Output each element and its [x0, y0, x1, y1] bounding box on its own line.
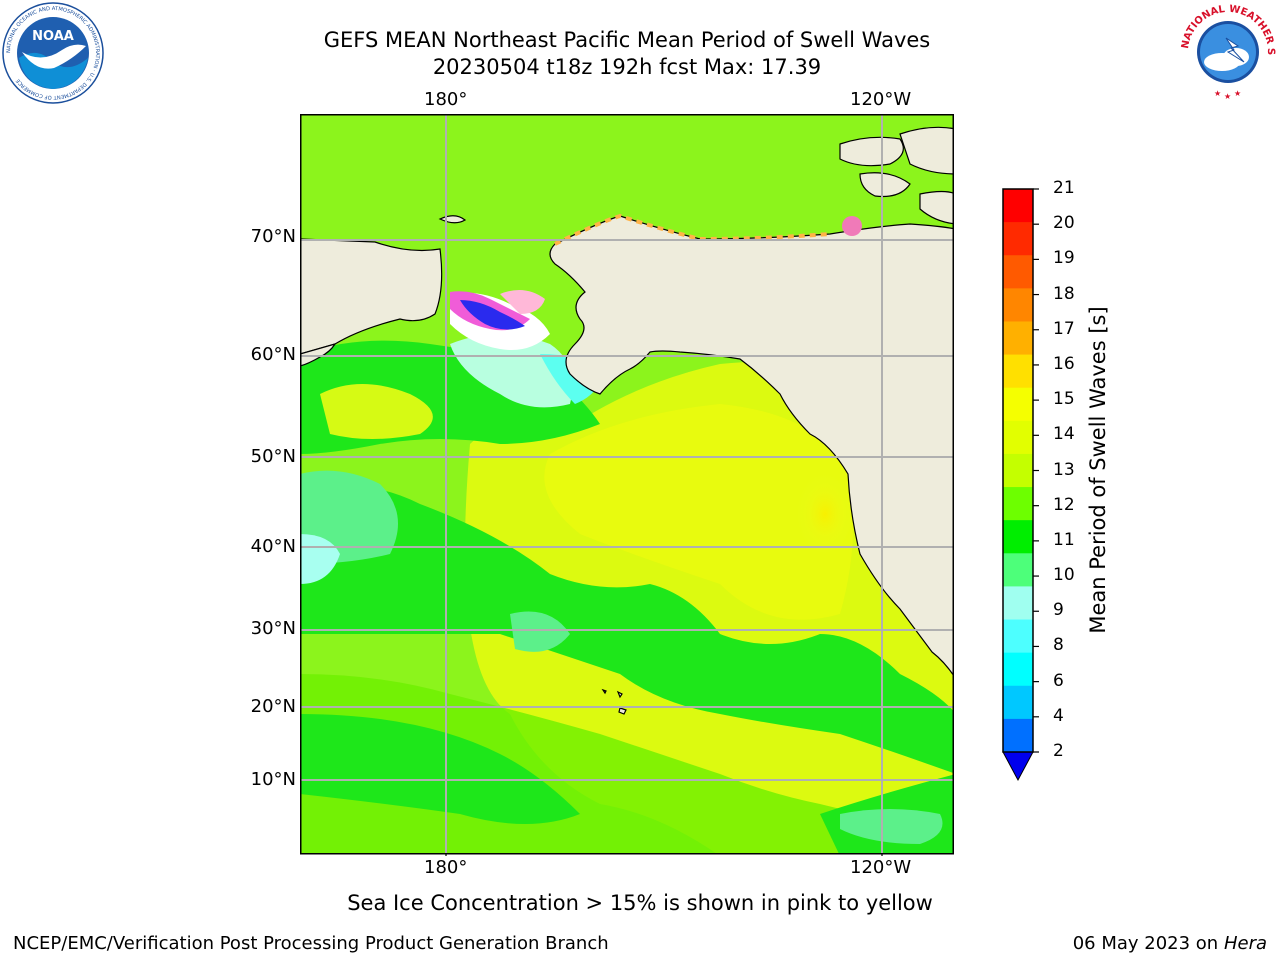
- sea-ice-fringe: [554, 213, 831, 246]
- colorbar-tick-label: 9: [1053, 600, 1064, 621]
- colorbar-swatch: [1003, 453, 1033, 488]
- nws-logo: NATIONAL WEATHER SERVICE ★ ★ ★: [1178, 2, 1277, 101]
- colorbar-tick-label: 21: [1053, 178, 1075, 198]
- date-stamp: 06 May 2023 on Hera: [1073, 933, 1267, 954]
- graticule: [300, 114, 954, 854]
- colorbar: [1002, 188, 1039, 782]
- colorbar-swatch: [1003, 189, 1033, 223]
- lat-label-60n: 60°N: [250, 344, 296, 365]
- colorbar-tick-label: 13: [1053, 459, 1075, 480]
- lat-label-20n: 20°N: [250, 696, 296, 717]
- lon-label-bottom-180: 180°: [424, 857, 468, 878]
- lon-label-top-180: 180°: [424, 89, 468, 110]
- lat-label-10n: 10°N: [250, 769, 296, 790]
- colorbar-tick-label: 11: [1053, 529, 1075, 550]
- sea-ice-note: Sea Ice Concentration > 15% is shown in …: [347, 891, 933, 915]
- colorbar-title: Mean Period of Swell Waves [s]: [1086, 306, 1110, 634]
- svg-text:★: ★: [1234, 89, 1241, 98]
- colorbar-tick-label: 17: [1053, 318, 1075, 339]
- lat-label-50n: 50°N: [250, 446, 296, 467]
- colorbar-tick-label: 20: [1053, 213, 1075, 234]
- colorbar-tick-label: 2: [1053, 741, 1064, 761]
- lat-label-70n: 70°N: [250, 226, 296, 247]
- colorbar-swatch: [1003, 586, 1033, 621]
- colorbar-swatch: [1003, 222, 1033, 256]
- colorbar-swatch: [1003, 288, 1033, 322]
- swell-max-region: [797, 474, 853, 554]
- colorbar-swatch: [1003, 487, 1033, 521]
- svg-text:★: ★: [1214, 89, 1221, 98]
- colorbar-swatch: [1003, 718, 1033, 753]
- lon-label-top-120w: 120°W: [850, 89, 912, 110]
- colorbar-swatch: [1003, 354, 1033, 389]
- colorbar-tick-label: 15: [1053, 389, 1075, 410]
- date-text: 06 May 2023 on: [1072, 933, 1219, 954]
- producer-credit: NCEP/EMC/Verification Post Processing Pr…: [13, 933, 609, 954]
- colorbar-swatch: [1003, 520, 1033, 554]
- lat-label-30n: 30°N: [250, 618, 296, 639]
- noaa-logo: NATIONAL OCEANIC AND ATMOSPHERIC ADMINIS…: [2, 2, 104, 104]
- swell-period-map: [300, 114, 954, 856]
- colorbar-tick-label: 8: [1053, 635, 1064, 656]
- colorbar-extend-triangle: [1002, 751, 1034, 782]
- colorbar-tick-label: 16: [1053, 353, 1075, 374]
- colorbar-tick-label: 12: [1053, 494, 1075, 515]
- lon-label-bottom-120w: 120°W: [850, 857, 912, 878]
- svg-text:★: ★: [1224, 92, 1231, 101]
- swell-region-10-11s: [300, 486, 730, 714]
- colorbar-swatches: [1003, 189, 1033, 753]
- colorbar-tick-label: 4: [1053, 705, 1064, 726]
- colorbar-tick-label: 10: [1053, 565, 1075, 586]
- colorbar-swatch: [1003, 420, 1033, 455]
- map-subtitle: 20230504 t18z 192h fcst Max: 17.39: [432, 55, 822, 79]
- host-name: Hera: [1223, 933, 1267, 954]
- noaa-logo-text: NOAA: [32, 29, 74, 44]
- colorbar-swatch: [1003, 652, 1033, 687]
- colorbar-tick-label: 19: [1053, 248, 1075, 269]
- map-title: GEFS MEAN Northeast Pacific Mean Period …: [323, 28, 931, 52]
- colorbar-tick-label: 6: [1053, 670, 1064, 691]
- colorbar-swatch: [1003, 619, 1033, 654]
- colorbar-swatch: [1003, 553, 1033, 587]
- colorbar-tick-label: 14: [1053, 424, 1075, 445]
- colorbar-swatch: [1003, 255, 1033, 289]
- colorbar-tick-label: 18: [1053, 283, 1075, 304]
- colorbar-swatch: [1003, 387, 1033, 422]
- colorbar-swatch: [1003, 685, 1033, 720]
- colorbar-swatch: [1003, 321, 1033, 356]
- lat-label-40n: 40°N: [250, 536, 296, 557]
